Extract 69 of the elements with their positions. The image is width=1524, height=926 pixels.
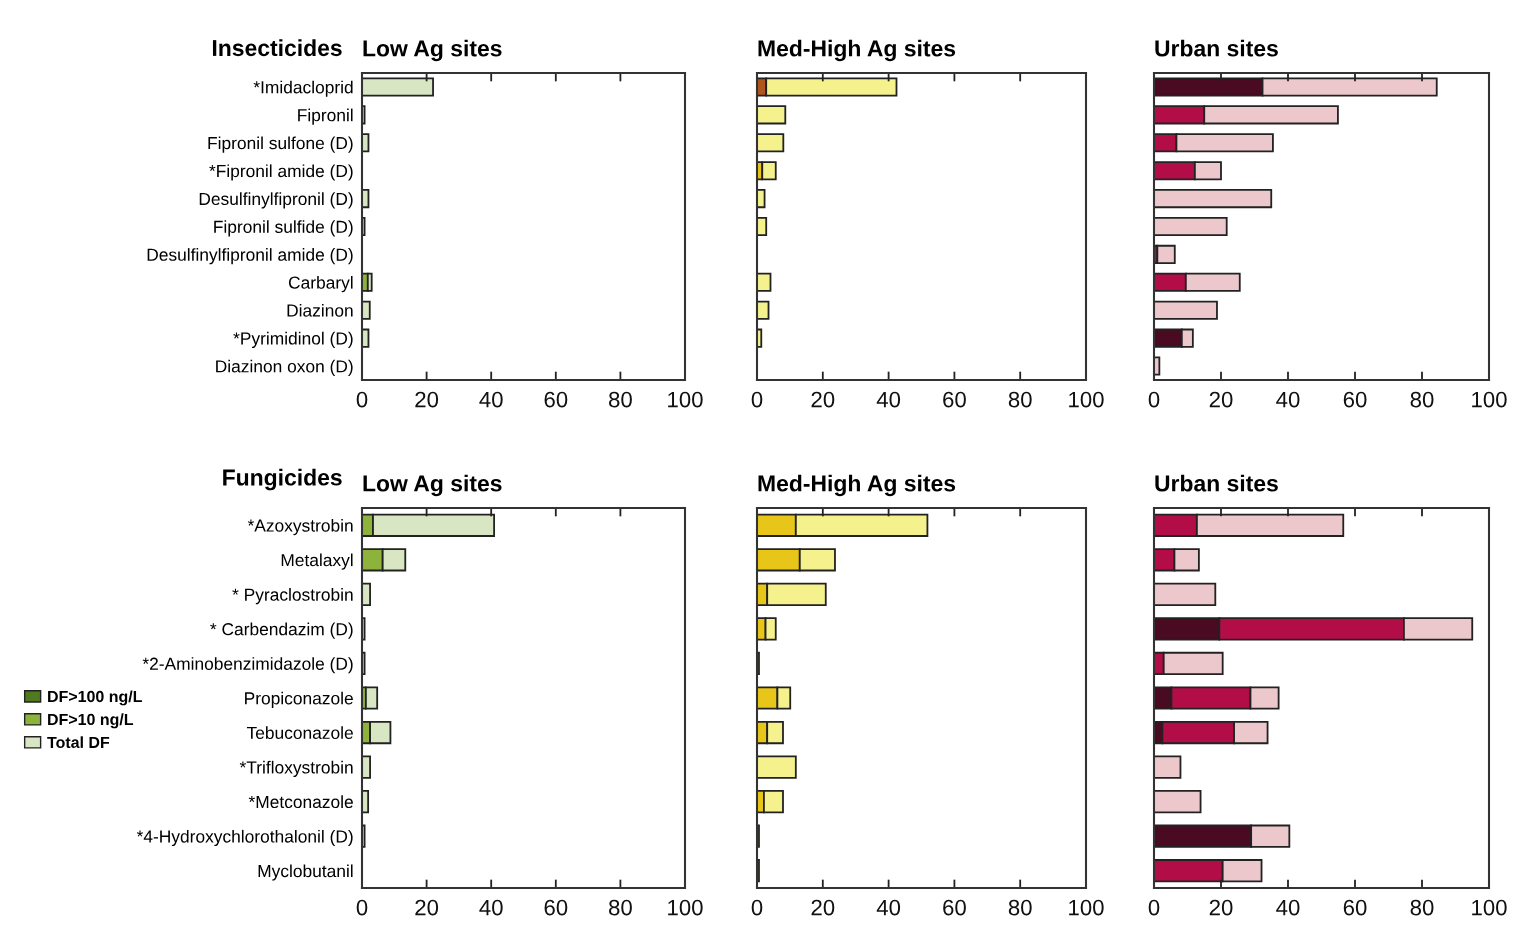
x-tick-label: 40	[479, 391, 503, 408]
x-tick-label: 80	[609, 391, 632, 408]
x-tick-label: 20	[1209, 391, 1233, 408]
x-tick-label: 100	[1069, 391, 1104, 408]
y-tick-label: * Carbendazim (D)	[210, 622, 353, 639]
y-tick-label: Desulfinylfipronil (D)	[199, 192, 353, 209]
chart-title: Low Ag sites	[363, 474, 502, 497]
chart-title: Urban sites	[1155, 39, 1278, 57]
chart-title: Urban sites	[1155, 474, 1278, 492]
y-tick-label: *Imidacloprid	[253, 80, 353, 97]
x-tick-label: 100	[668, 899, 703, 916]
legend-label: Total DF	[47, 736, 110, 749]
y-tick-label: Carbaryl	[288, 276, 353, 293]
y-tick-label: Desulfinylfipronil amide (D)	[147, 248, 353, 265]
x-tick-label: 60	[544, 899, 568, 916]
y-tick-label: *Pyrimidinol (D)	[233, 331, 353, 349]
x-tick-label: 60	[544, 391, 568, 408]
y-tick-label: Fipronil sulfide (D)	[214, 220, 353, 237]
y-tick-label: Diazinon	[287, 303, 353, 317]
y-tick-label: Propiconazole	[245, 691, 353, 708]
y-tick-label: Metalaxyl	[281, 553, 353, 570]
x-tick-label: 0	[751, 391, 763, 408]
y-tick-label: *Metconazole	[248, 795, 353, 809]
x-tick-label: 80	[1008, 899, 1032, 916]
x-tick-label: 60	[943, 391, 966, 408]
chart-title: Med-High Ag sites	[758, 39, 956, 62]
y-tick-label: Tebuconazole	[246, 726, 353, 740]
y-tick-label: *Fipronil amide (D)	[209, 164, 353, 181]
x-tick-label: 100	[1472, 899, 1507, 916]
legend-label: DF>100 ng/L	[48, 690, 142, 706]
x-tick-label: 40	[1276, 391, 1300, 408]
x-tick-label: 20	[415, 899, 439, 916]
x-tick-label: 80	[609, 899, 632, 916]
y-tick-label: *2-Aminobenzimidazole (D)	[142, 657, 353, 674]
text: Fungicides	[223, 468, 342, 491]
x-tick-label: 60	[943, 899, 966, 916]
x-tick-label: 60	[1343, 391, 1367, 408]
x-tick-label: 20	[811, 899, 835, 916]
x-tick-label: 40	[479, 899, 503, 916]
legend-label: DF>10 ng/L	[48, 713, 134, 729]
y-tick-label: *Azoxystrobin	[247, 518, 353, 536]
x-tick-label: 100	[668, 391, 703, 408]
text: Insecticides	[212, 39, 342, 57]
y-tick-label: Diazinon oxon (D)	[216, 359, 353, 376]
x-tick-label: 0	[356, 391, 368, 408]
y-tick-label: Fipronil	[298, 108, 353, 125]
x-tick-label: 100	[1472, 391, 1507, 408]
x-tick-label: 0	[356, 899, 368, 916]
x-tick-label: 40	[876, 391, 901, 408]
y-tick-label: *4-Hydroxychlorothalonil (D)	[136, 829, 353, 847]
y-tick-label: *Trifloxystrobin	[239, 760, 353, 777]
x-tick-label: 60	[1343, 899, 1367, 916]
chart-title: Low Ag sites	[363, 39, 502, 62]
x-tick-label: 40	[876, 899, 901, 916]
x-tick-label: 80	[1410, 391, 1434, 408]
x-tick-label: 0	[1148, 391, 1160, 408]
x-tick-label: 0	[751, 899, 763, 916]
x-tick-label: 20	[415, 391, 439, 408]
x-tick-label: 80	[1008, 391, 1032, 408]
x-tick-label: 20	[1209, 899, 1233, 916]
y-tick-label: Myclobutanil	[258, 864, 353, 881]
chart-title: Med-High Ag sites	[758, 474, 956, 497]
x-tick-label: 0	[1148, 899, 1160, 916]
x-tick-label: 80	[1410, 899, 1434, 916]
x-tick-label: 40	[1276, 899, 1300, 916]
x-tick-label: 100	[1069, 899, 1104, 916]
x-tick-label: 20	[811, 391, 835, 408]
y-tick-label: Fipronil sulfone (D)	[208, 136, 353, 153]
y-tick-label: * Pyraclostrobin	[232, 588, 353, 605]
